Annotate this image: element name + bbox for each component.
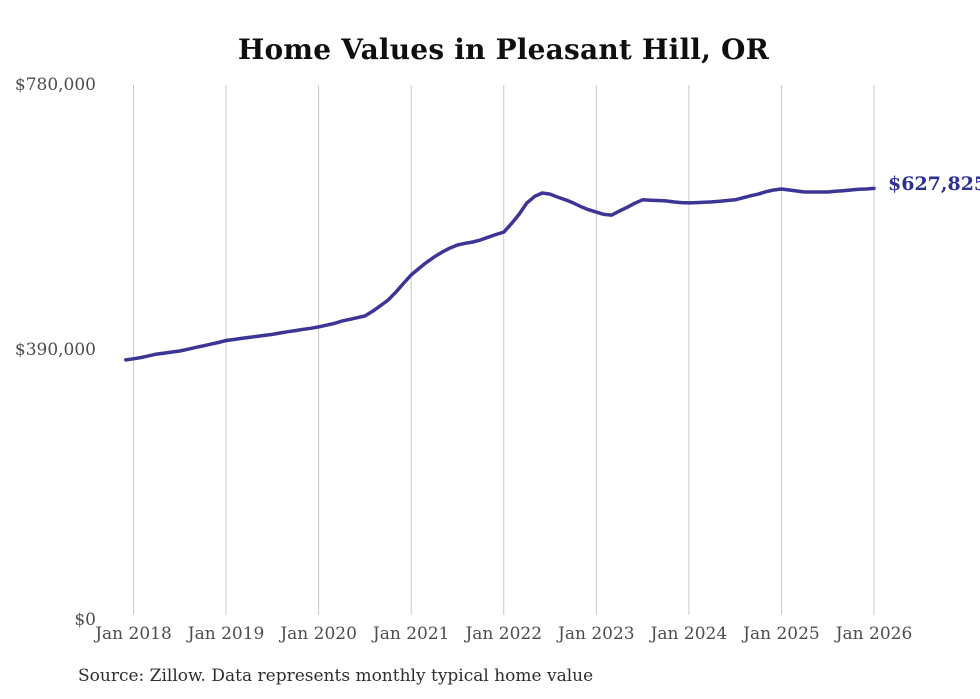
x-axis-tick-label: Jan 2020 [280, 624, 357, 644]
x-axis-tick-label: Jan 2024 [650, 624, 728, 644]
source-note: Source: Zillow. Data represents monthly … [78, 666, 594, 686]
y-axis-tick-label: $780,000 [14, 75, 96, 95]
x-axis-tick-label: Jan 2023 [558, 624, 635, 644]
x-axis-tick-label: Jan 2019 [187, 624, 265, 644]
x-axis-tick-label: Jan 2018 [95, 624, 172, 644]
y-axis-tick-label: $390,000 [14, 340, 96, 360]
home-value-line [124, 186, 876, 362]
chart-title: Home Values in Pleasant Hill, OR [237, 33, 770, 66]
x-axis-tick-label: Jan 2026 [835, 624, 913, 644]
x-axis-tick-label: Jan 2021 [372, 624, 450, 644]
year-gridlines [133, 85, 875, 615]
current-value-label: $627,825 [888, 173, 980, 195]
x-axis-tick-label: Jan 2025 [743, 624, 820, 644]
x-axis-tick-label: Jan 2022 [465, 624, 543, 644]
y-axis-tick-label: $0 [74, 610, 96, 630]
